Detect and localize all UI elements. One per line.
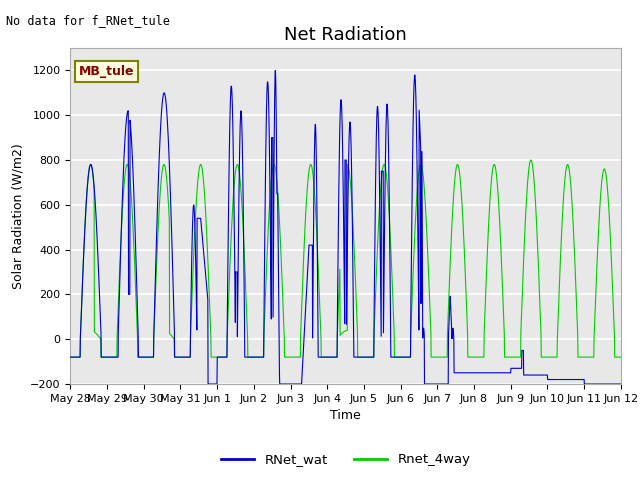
Text: No data for f_RNet_tule: No data for f_RNet_tule: [6, 14, 170, 27]
Legend: RNet_wat, Rnet_4way: RNet_wat, Rnet_4way: [216, 448, 476, 471]
X-axis label: Time: Time: [330, 409, 361, 422]
Y-axis label: Solar Radiation (W/m2): Solar Radiation (W/m2): [12, 143, 24, 289]
Title: Net Radiation: Net Radiation: [284, 25, 407, 44]
Text: MB_tule: MB_tule: [79, 65, 134, 78]
